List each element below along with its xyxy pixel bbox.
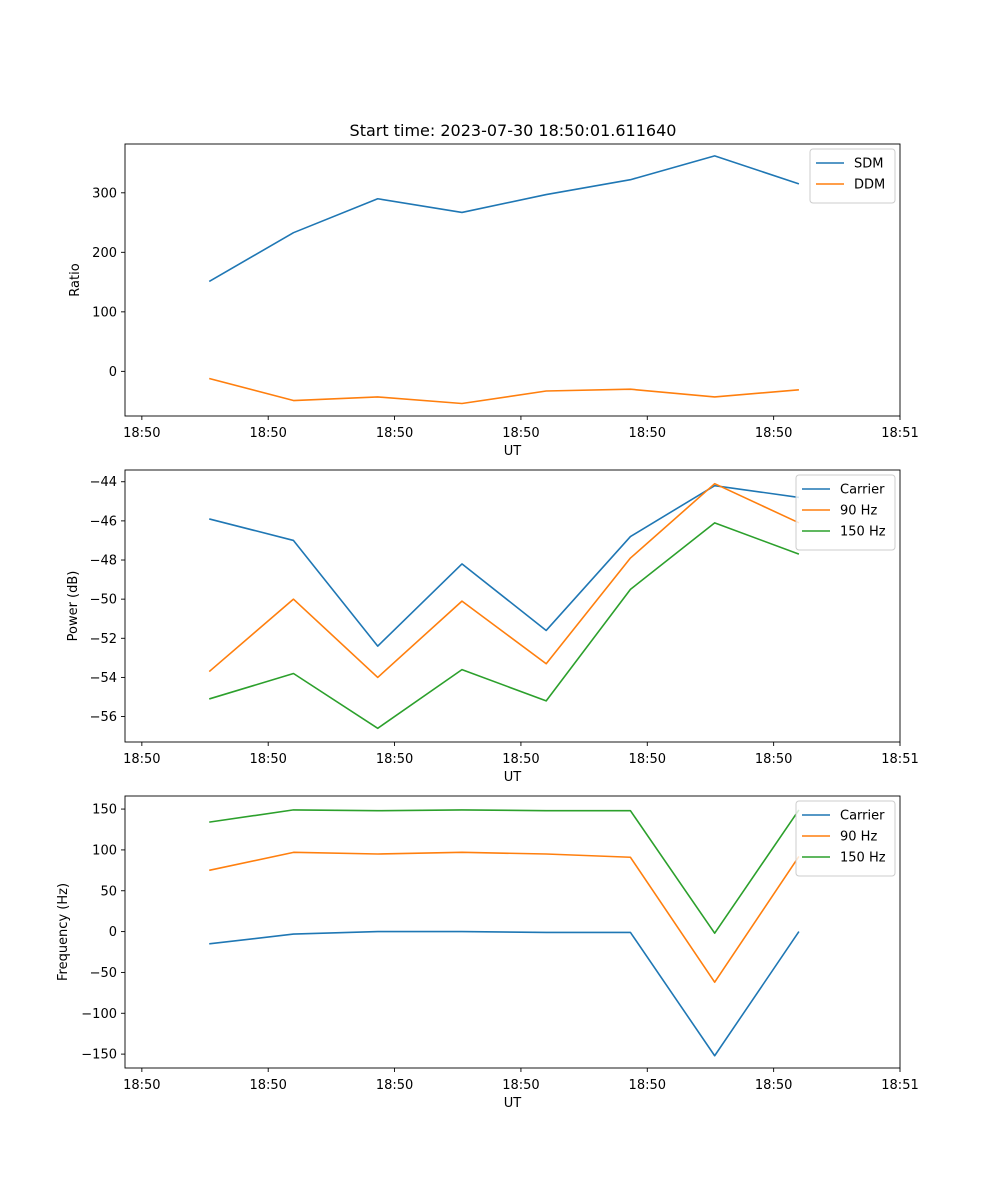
y-tick-label: −56 [90, 710, 117, 725]
x-tick-label: 18:50 [502, 426, 539, 441]
legend-label: 150 Hz [840, 851, 886, 866]
legend-label: DDM [854, 178, 885, 193]
series-line-carrier [209, 930, 800, 1057]
legend-label: Carrier [840, 809, 885, 824]
y-tick-label: 0 [109, 365, 117, 380]
y-axis-label: Power (dB) [66, 571, 81, 642]
series-line-150-hz [209, 522, 800, 730]
x-tick-label: 18:50 [502, 752, 539, 767]
x-axis-label: UT [504, 444, 522, 459]
legend: Carrier 90 Hz 150 Hz [795, 474, 896, 551]
legend-label: 150 Hz [840, 525, 886, 540]
y-tick-label: 0 [109, 925, 117, 940]
chart-panels: 0 100 200 300 18:50 18:50 18:50 18:50 18:50 18:50… [56, 143, 919, 1111]
series-line-ddm [209, 377, 799, 405]
y-tick-label: 200 [92, 246, 117, 261]
x-tick-label: 18:50 [629, 1078, 666, 1093]
figure-title: Start time: 2023-07-30 18:50:01.611640 [350, 121, 677, 140]
y-tick-label: −52 [90, 632, 117, 647]
x-tick-label: 18:50 [376, 426, 413, 441]
plot-frame [124, 469, 901, 743]
x-tick-label: 18:50 [629, 426, 666, 441]
legend-label: 90 Hz [840, 504, 877, 519]
y-tick-label: −46 [90, 514, 117, 529]
y-tick-label: −54 [90, 671, 117, 686]
x-tick-label: 18:50 [755, 426, 792, 441]
series-line-sdm [208, 155, 800, 283]
y-tick-label: 100 [92, 843, 117, 858]
series-line-carrier [209, 484, 800, 647]
x-tick-label: 18:50 [123, 1078, 160, 1093]
legend-label: SDM [854, 157, 883, 172]
y-tick-label: −150 [81, 1048, 117, 1063]
y-tick-label: 50 [100, 884, 117, 899]
legend: Carrier 90 Hz 150 Hz [795, 800, 896, 877]
legend-label: 90 Hz [840, 830, 877, 845]
x-tick-label: 18:50 [376, 752, 413, 767]
y-tick-label: −100 [81, 1007, 117, 1022]
x-tick-label: 18:50 [502, 1078, 539, 1093]
x-tick-label: 18:50 [249, 1078, 286, 1093]
x-axis-label: UT [504, 1096, 522, 1111]
x-tick-label: 18:50 [123, 752, 160, 767]
y-tick-label: −50 [90, 966, 117, 981]
x-tick-label: 18:50 [376, 1078, 413, 1093]
series-line-150-hz [209, 809, 800, 935]
y-tick-label: −48 [90, 554, 117, 569]
x-tick-label: 18:50 [755, 752, 792, 767]
y-tick-label: 300 [92, 186, 117, 201]
chart-panel-1: 0 100 200 300 18:50 18:50 18:50 18:50 18:50 18:50… [68, 143, 919, 459]
chart-panel-3: −150 −100 −50 0 50 100 150 18:50 18:50 18:50 18:50… [56, 795, 919, 1111]
x-tick-label: 18:50 [755, 1078, 792, 1093]
plot-frame [124, 143, 901, 417]
x-tick-label: 18:51 [881, 752, 918, 767]
legend: SDM DDM [809, 148, 896, 204]
x-tick-label: 18:50 [249, 426, 286, 441]
legend-label: Carrier [840, 483, 885, 498]
series-line-90-hz [209, 851, 800, 984]
x-tick-label: 18:50 [629, 752, 666, 767]
x-tick-label: 18:51 [881, 426, 918, 441]
x-axis-label: UT [504, 770, 522, 785]
y-axis-label: Ratio [68, 263, 83, 296]
x-tick-label: 18:51 [881, 1078, 918, 1093]
series-line-90-hz [208, 482, 800, 679]
chart-panel-2: −56 −54 −52 −50 −48 −46 −44 18:50 18:50 18:50 18:5… [66, 469, 919, 785]
x-tick-label: 18:50 [123, 426, 160, 441]
y-tick-label: 150 [92, 803, 117, 818]
x-tick-label: 18:50 [249, 752, 286, 767]
y-tick-label: 100 [92, 305, 117, 320]
y-tick-label: −44 [90, 475, 117, 490]
y-tick-label: −50 [90, 593, 117, 608]
y-axis-label: Frequency (Hz) [56, 883, 71, 981]
